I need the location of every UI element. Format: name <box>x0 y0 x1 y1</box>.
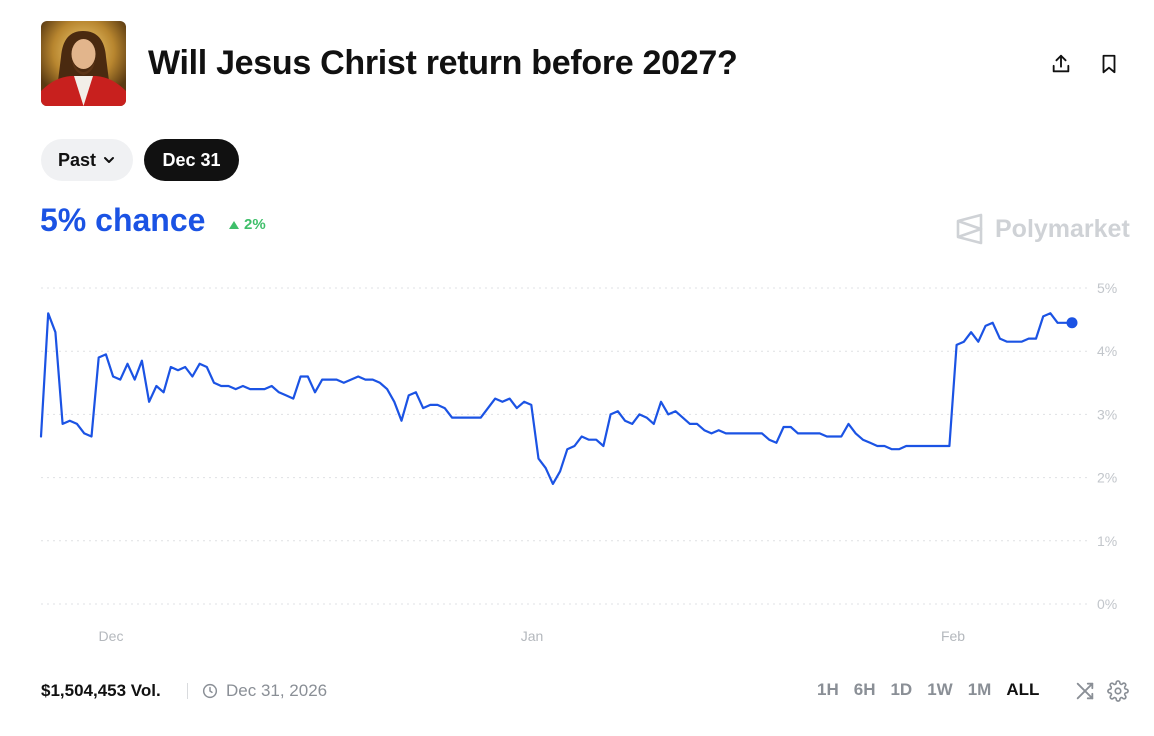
jesus-portrait-image <box>41 21 126 106</box>
chance-value: 5% chance <box>40 202 206 238</box>
polymarket-watermark: Polymarket <box>955 213 1130 245</box>
clock-icon <box>202 683 218 699</box>
date-pill-selected[interactable]: Dec 31 <box>144 139 239 181</box>
series-line <box>39 312 1074 485</box>
x-tick-label: Dec <box>99 628 124 644</box>
x-tick-label: Feb <box>941 628 965 644</box>
past-dropdown[interactable]: Past <box>41 139 133 181</box>
range-1d[interactable]: 1D <box>890 680 913 699</box>
delta-value: 2% <box>244 216 266 233</box>
range-all[interactable]: ALL <box>1006 680 1040 699</box>
last-point-marker <box>1066 317 1078 329</box>
polymarket-logo-icon <box>956 213 983 245</box>
range-1w[interactable]: 1W <box>927 680 953 699</box>
bookmark-icon <box>1102 54 1116 74</box>
end-date-text: Dec 31, 2026 <box>226 681 328 700</box>
y-tick-label: 2% <box>1097 470 1117 486</box>
brand-name: Polymarket <box>995 214 1130 243</box>
share-icon <box>1052 54 1070 73</box>
range-1h[interactable]: 1H <box>817 680 839 699</box>
past-label: Past <box>57 149 97 170</box>
market-thumbnail <box>41 21 126 106</box>
delta-badge: 2% <box>228 216 266 233</box>
y-tick-label: 5% <box>1097 280 1117 296</box>
bookmark-button[interactable] <box>1095 50 1123 78</box>
shuffle-icon <box>1076 682 1094 700</box>
triangle-up-icon <box>229 220 239 229</box>
y-tick-label: 1% <box>1097 533 1117 549</box>
shuffle-button[interactable] <box>1073 679 1097 703</box>
volume-text: $1,504,453 Vol. <box>41 681 161 700</box>
y-tick-label: 3% <box>1097 406 1117 422</box>
x-tick-label: Jan <box>521 628 544 644</box>
share-button[interactable] <box>1047 50 1075 78</box>
y-tick-label: 4% <box>1097 343 1117 359</box>
price-chart[interactable]: 5% 4% 3% 2% 1% 0% Dec Jan Feb <box>0 260 1154 660</box>
range-6h[interactable]: 6H <box>853 680 876 699</box>
range-1m[interactable]: 1M <box>967 680 992 699</box>
y-tick-label: 0% <box>1097 596 1117 612</box>
chevron-down-icon <box>104 157 115 163</box>
end-date: Dec 31, 2026 <box>202 680 327 702</box>
market-title: Will Jesus Christ return before 2027? <box>148 44 738 82</box>
gear-icon <box>1107 680 1129 702</box>
footer-divider <box>187 683 188 699</box>
range-selector: 1H 6H 1D 1W 1M ALL <box>817 680 1054 700</box>
settings-button[interactable] <box>1106 679 1130 703</box>
